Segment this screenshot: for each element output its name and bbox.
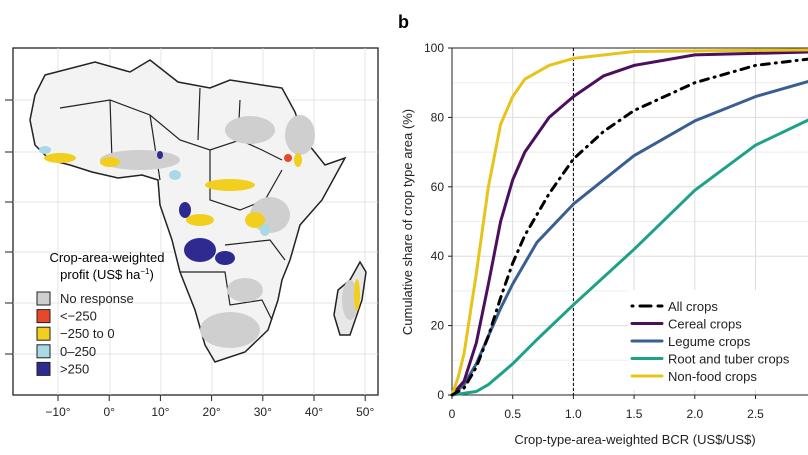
map-panel: −10° 0° 10° 20° 30° 40° 50° xyxy=(5,47,379,419)
series-line-non-food-crops xyxy=(450,48,808,397)
legend-swatch xyxy=(36,344,51,359)
x-tick-label: 2.5 xyxy=(747,407,764,421)
legend-swatch xyxy=(36,361,51,376)
y-tick-label: 100 xyxy=(424,41,444,55)
x-axis-title: Crop-type-area-weighted BCR (US$/US$) xyxy=(514,432,755,447)
legend-label: No response xyxy=(60,291,134,306)
map-x-tick-label: 20° xyxy=(203,405,221,419)
legend-swatch xyxy=(36,291,51,306)
legend-label: Legume crops xyxy=(668,334,751,349)
legend-label: All crops xyxy=(668,299,718,314)
map-borders xyxy=(59,87,286,321)
legend-label: 0–250 xyxy=(60,344,96,359)
map-legend: Crop-area-weighted profit (US$ ha−1) No … xyxy=(36,250,165,376)
y-tick-label: 40 xyxy=(431,249,445,263)
map-data-positive-large xyxy=(157,151,235,265)
series-line-root-and-tuber-crops xyxy=(450,118,808,397)
series-line-legume-crops xyxy=(450,80,808,397)
map-x-tick-label: −10° xyxy=(45,405,70,419)
map-lat-ticks xyxy=(5,99,13,355)
chart-legend: All crops Cereal crops Legume crops Root an… xyxy=(628,290,808,390)
series-line-cereal-crops xyxy=(450,50,808,397)
y-tick-label: 80 xyxy=(431,110,445,124)
legend-title-line1: Crop-area-weighted xyxy=(50,250,165,265)
map-x-tick-label: 10° xyxy=(151,405,169,419)
bcr-chart: 0 20 40 60 80 100 0 0.5 1.0 1.5 2.0 2.5 Crop-type-ar… xyxy=(400,41,808,447)
map-data-positive-small xyxy=(39,146,270,236)
map-x-tick-label: 40° xyxy=(305,405,323,419)
legend-label: >250 xyxy=(60,361,89,376)
x-tick-label: 0.5 xyxy=(504,407,521,421)
map-x-axis: −10° 0° 10° 20° 30° 40° 50° xyxy=(45,395,374,419)
map-x-tick-label: 50° xyxy=(356,405,374,419)
x-tick-label: 2.0 xyxy=(686,407,703,421)
series-line-all-crops xyxy=(450,57,808,397)
legend-label: −250 to 0 xyxy=(60,326,115,341)
map-x-tick-label: 30° xyxy=(254,405,272,419)
map-data-neg-small xyxy=(44,153,360,311)
y-tick-label: 0 xyxy=(437,388,444,402)
y-axis-title: Cumulative share of crop type area (%) xyxy=(400,109,415,335)
panel-label-b: b xyxy=(398,12,409,32)
map-x-tick-label: 0° xyxy=(103,405,115,419)
legend-swatch xyxy=(36,326,51,341)
legend-title-line2: profit (US$ ha−1) xyxy=(60,267,154,282)
y-tick-label: 60 xyxy=(431,180,445,194)
map-data-neg-large xyxy=(284,154,292,162)
legend-label: <−250 xyxy=(60,309,97,324)
y-tick-label: 20 xyxy=(431,319,445,333)
legend-label: Cereal crops xyxy=(668,317,742,332)
legend-swatch xyxy=(36,309,51,324)
legend-label: Non-food crops xyxy=(668,369,757,384)
x-tick-label: 1.5 xyxy=(626,407,643,421)
legend-label: Root and tuber crops xyxy=(668,352,790,367)
x-tick-label: 0 xyxy=(449,407,456,421)
x-tick-label: 1.0 xyxy=(565,407,582,421)
